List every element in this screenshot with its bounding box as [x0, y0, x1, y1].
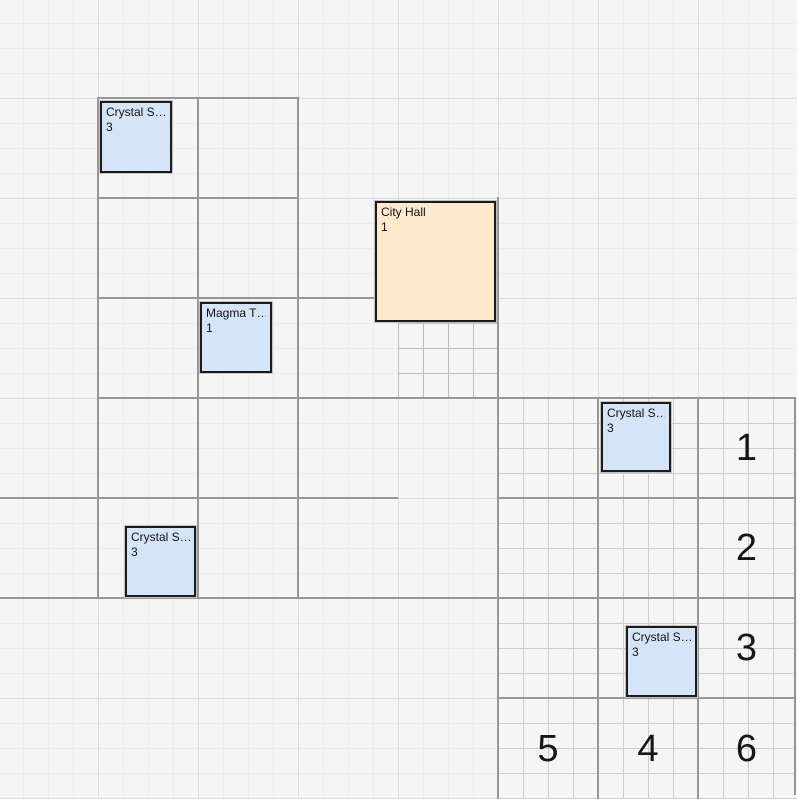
building-name: City Hall: [381, 205, 426, 219]
building-count: 3: [607, 421, 614, 435]
region-border-segment: [97, 397, 796, 399]
building-name: Crystal S…: [131, 530, 190, 544]
region-border-segment: [97, 97, 99, 599]
building-count: 1: [206, 321, 213, 335]
expansion-plot[interactable]: 4: [598, 698, 698, 799]
building-count: 3: [632, 645, 639, 659]
magma-card[interactable]: Magma T… 1: [200, 302, 272, 373]
region-border-segment: [0, 597, 796, 599]
expansion-plot[interactable]: 6: [698, 698, 795, 799]
plot-number: 3: [735, 627, 758, 669]
region-border-segment: [97, 197, 299, 199]
crystal-card[interactable]: Crystal S… 3: [626, 626, 697, 697]
plot-number: 5: [537, 727, 559, 770]
building-count: 1: [381, 220, 388, 234]
region-border-segment: [97, 97, 299, 99]
expansion-plot[interactable]: 2: [698, 498, 795, 598]
building-count: 3: [131, 545, 138, 559]
building-name: Crystal S…: [607, 406, 665, 420]
plot-number: 6: [735, 727, 758, 770]
expansion-plot[interactable]: 5: [498, 698, 598, 799]
plot-number: 2: [735, 527, 758, 569]
city-hall-card[interactable]: City Hall 1: [375, 201, 496, 322]
region-border-segment: [197, 97, 199, 599]
plot-number: 1: [735, 427, 758, 469]
building-name: Magma T…: [206, 306, 266, 320]
expansion-plot[interactable]: 3: [698, 598, 795, 698]
building-name: Crystal S…: [106, 105, 166, 119]
expansion-plot[interactable]: 1: [698, 398, 795, 498]
region-border-segment: [297, 97, 299, 599]
crystal-card[interactable]: Crystal S… 3: [100, 101, 172, 173]
building-name: Crystal S…: [632, 630, 691, 644]
building-count: 3: [106, 120, 113, 134]
plot-number: 4: [637, 727, 659, 770]
crystal-card[interactable]: Crystal S… 3: [601, 402, 671, 472]
region-border-segment: [0, 497, 398, 499]
crystal-card[interactable]: Crystal S… 3: [125, 526, 196, 597]
